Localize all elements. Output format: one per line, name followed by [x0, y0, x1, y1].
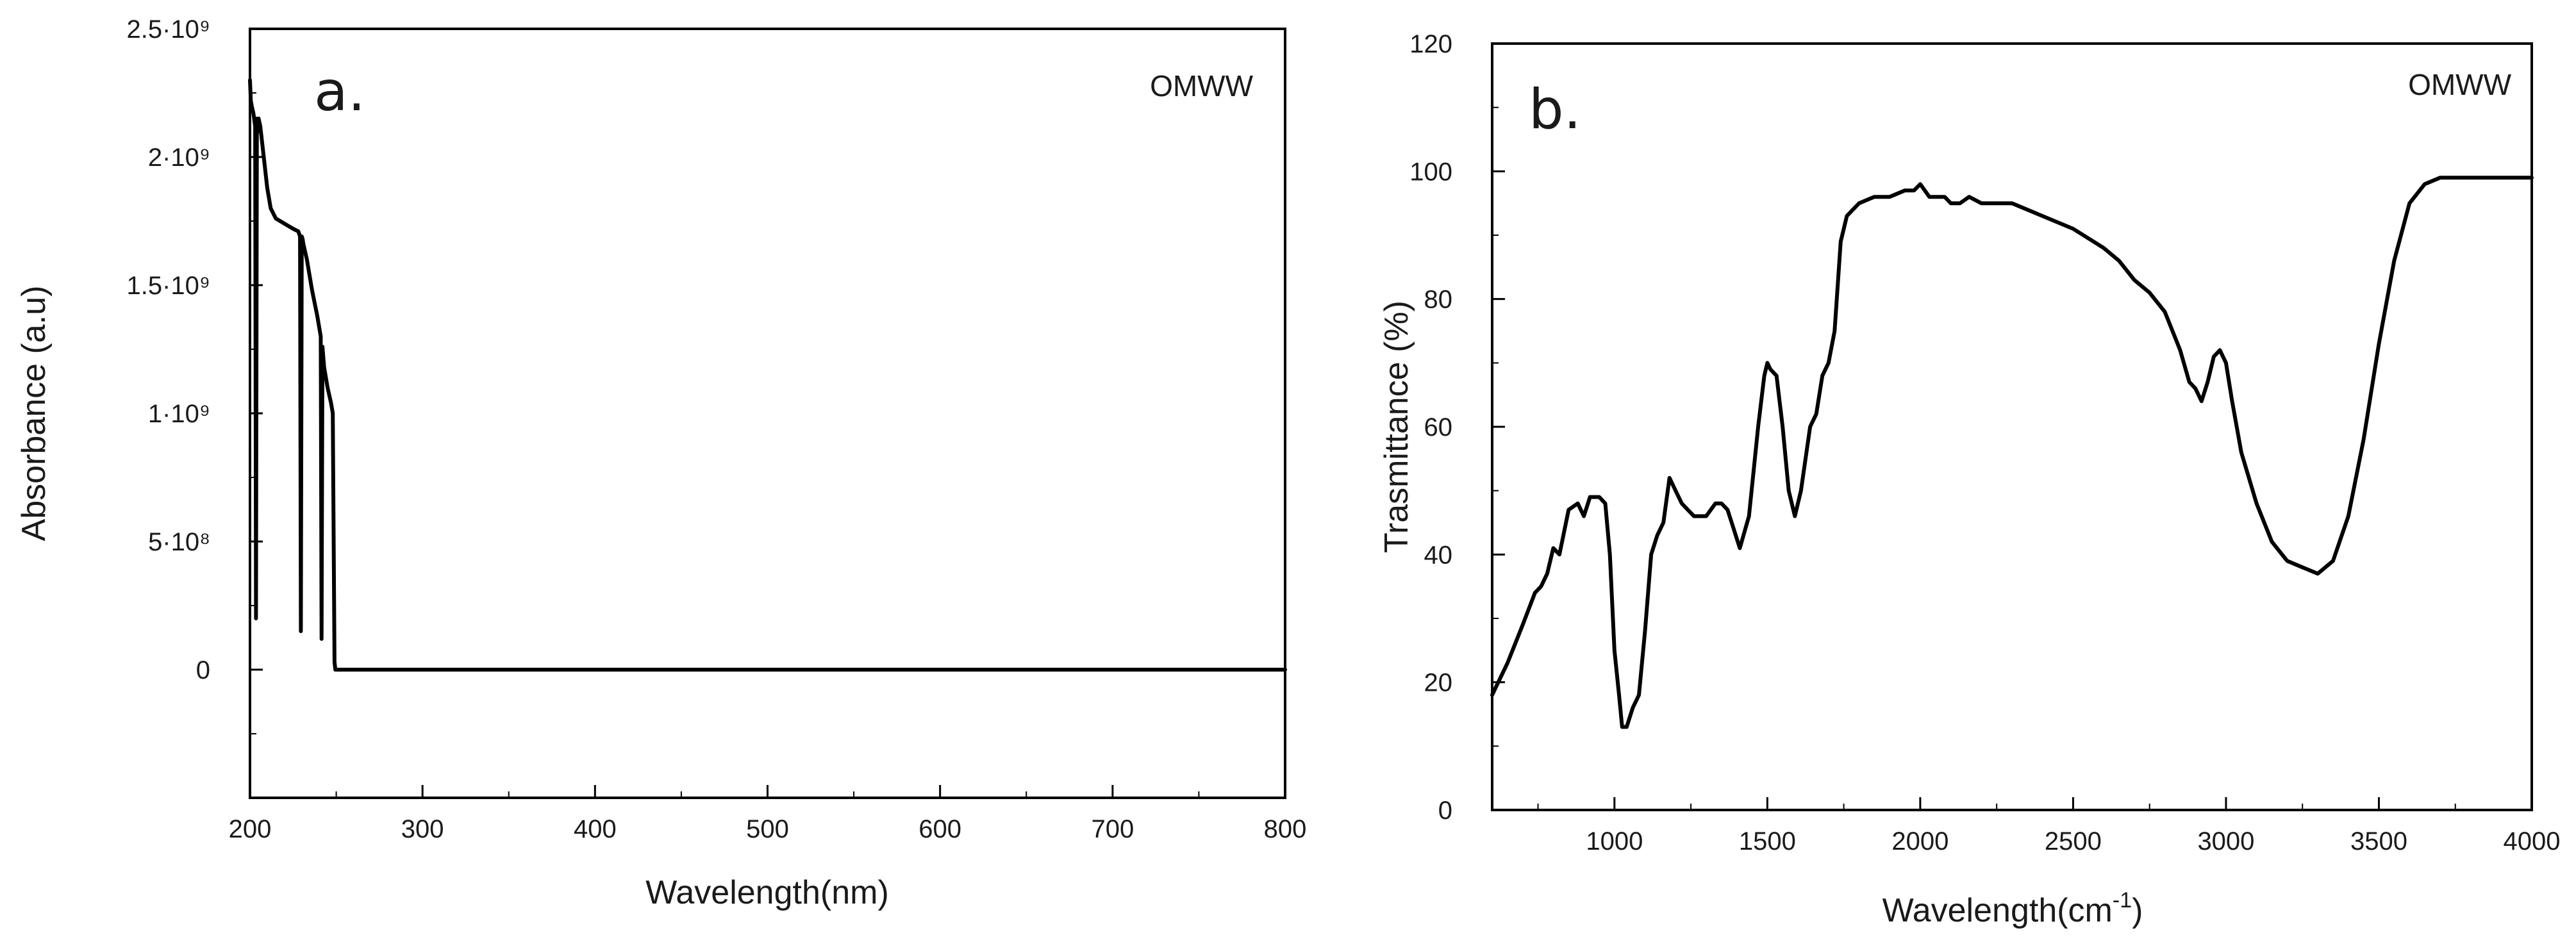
x-tick-label: 2000: [1891, 827, 1949, 855]
transmittance-chart: 1000 1500 2000 2500 3000 3500 4000 0 20 40 60 80 10…: [1378, 30, 2560, 929]
x-tick-label: 600: [918, 815, 961, 843]
panel-label: a.: [314, 60, 365, 124]
x-axis-label: Wavelength(nm): [645, 874, 889, 911]
y-tick-label: 20: [1424, 669, 1453, 697]
x-tick-label: 1500: [1739, 827, 1796, 855]
x-axis-label-superscript: -1: [2113, 888, 2132, 913]
y-axis-label: Absorbance (a.u): [15, 286, 53, 541]
transmittance-series-line: [1490, 176, 2534, 729]
panel-label: b.: [1529, 78, 1581, 142]
plot-frame: [249, 28, 1286, 799]
x-tick-label: 300: [401, 815, 444, 843]
y-tick-labels: 0 20 40 60 80 100 120: [1409, 30, 1452, 825]
x-tick-labels: 200 300 400 500 600 700 800: [229, 815, 1307, 843]
y-tick-label: 40: [1424, 541, 1453, 569]
y-tick-label: 1.5·10⁹: [126, 272, 210, 300]
y-tick-label: 80: [1424, 286, 1453, 314]
axis-ticks: [249, 28, 1286, 798]
x-tick-label: 800: [1264, 815, 1307, 843]
x-axis-label-main: Wavelength(cm: [1882, 892, 2113, 929]
plot-frame: [1491, 42, 2533, 811]
y-tick-label: 5·10⁸: [148, 528, 210, 556]
x-axis-label: Wavelength(cm-1): [1882, 888, 2143, 929]
x-tick-label: 4000: [2504, 827, 2561, 855]
x-tick-label: 200: [229, 815, 272, 843]
x-tick-label: 2500: [2045, 827, 2102, 855]
x-tick-label: 1000: [1586, 827, 1643, 855]
x-tick-labels: 1000 1500 2000 2500 3000 3500 4000: [1586, 827, 2560, 855]
absorbance-series-line: [248, 78, 1287, 672]
y-tick-labels: 0 5·10⁸ 1·10⁹ 1.5·10⁹ 2·10⁹ 2.5·10⁹: [126, 15, 210, 684]
y-tick-label: 0: [1438, 797, 1452, 825]
x-tick-label: 700: [1091, 815, 1134, 843]
legend-label: OMWW: [2408, 68, 2512, 101]
x-tick-label: 400: [574, 815, 617, 843]
absorbance-chart: 200 300 400 500 600 700 800 0 5·10⁸ 1·10⁹ 1.5·10⁹…: [15, 15, 1306, 911]
y-tick-label: 120: [1409, 30, 1452, 58]
x-tick-label: 3500: [2350, 827, 2407, 855]
y-tick-label: 2·10⁹: [148, 144, 210, 172]
legend-label: OMWW: [1150, 69, 1254, 103]
x-axis-label-close: ): [2132, 892, 2143, 929]
y-tick-label: 100: [1409, 158, 1452, 186]
y-tick-label: 2.5·10⁹: [126, 15, 210, 44]
y-tick-label: 1·10⁹: [148, 400, 210, 428]
axis-ticks: [1492, 42, 2533, 811]
y-tick-label: 60: [1424, 413, 1453, 442]
x-tick-label: 500: [746, 815, 789, 843]
y-axis-label: Trasmittance (%): [1378, 301, 1415, 553]
y-tick-label: 0: [196, 656, 210, 684]
x-tick-label: 3000: [2197, 827, 2254, 855]
